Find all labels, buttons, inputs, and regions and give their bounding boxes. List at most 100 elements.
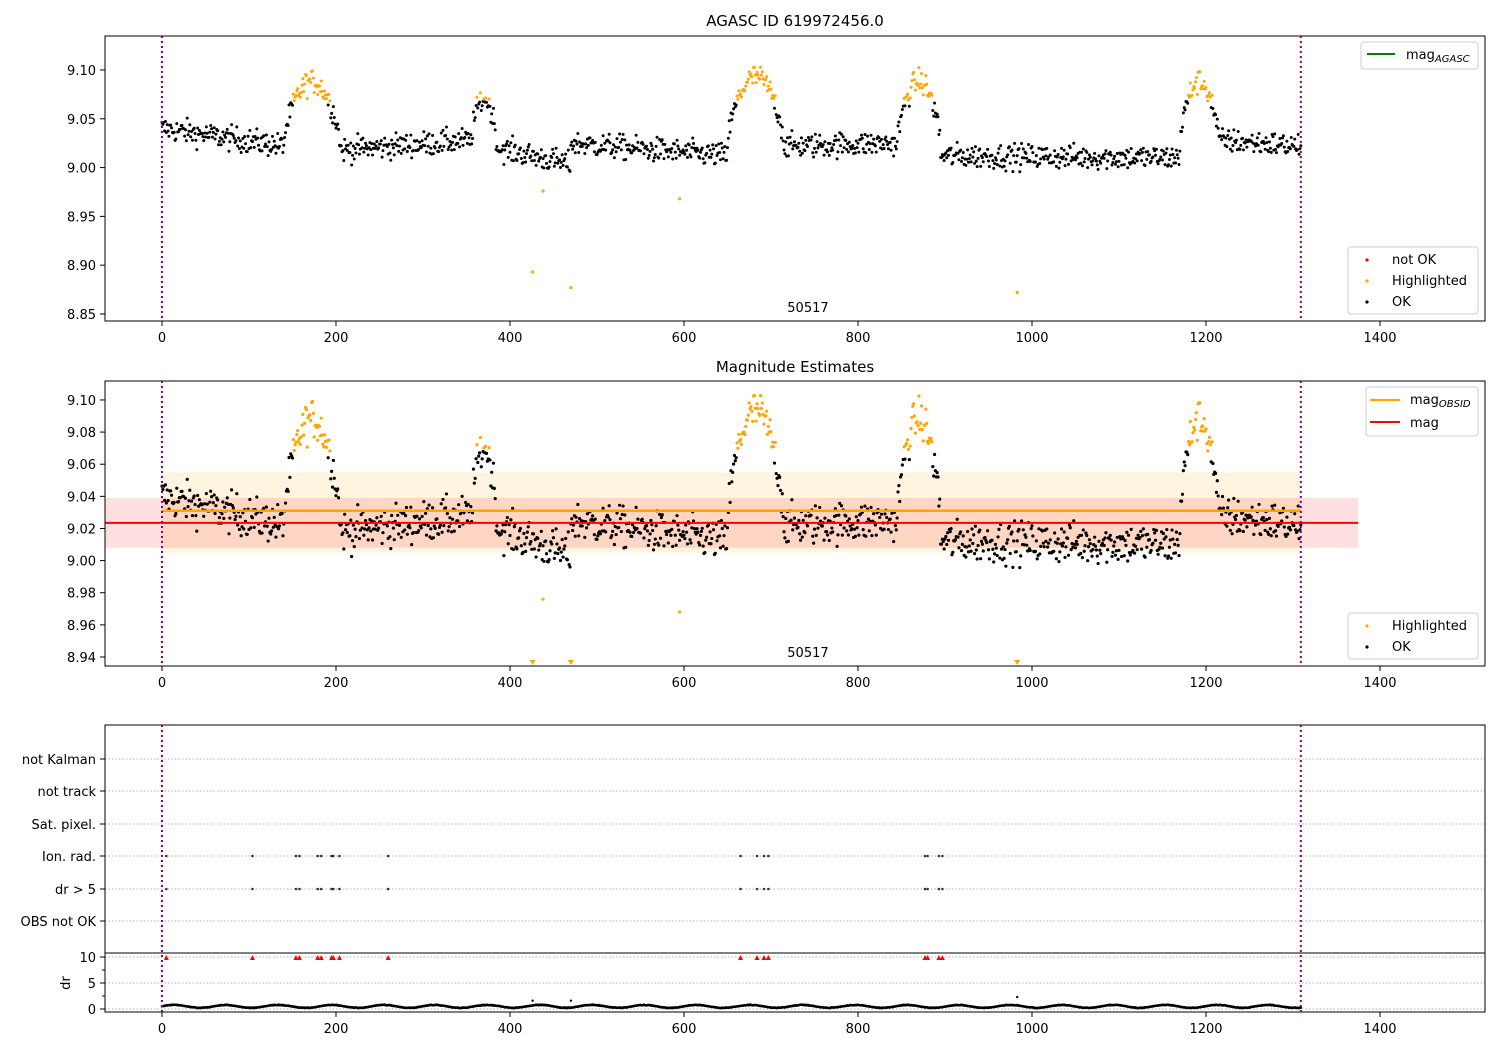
ok-point xyxy=(538,542,543,546)
flag-point xyxy=(923,887,927,891)
ok-point xyxy=(1090,163,1094,167)
ok-point xyxy=(1105,167,1109,171)
ok-point xyxy=(1273,132,1277,136)
ok-point xyxy=(790,498,794,502)
ok-point xyxy=(1165,527,1169,532)
highlighted-point xyxy=(311,411,315,415)
highlighted-point xyxy=(312,90,316,94)
ok-point xyxy=(1156,552,1160,556)
ok-point xyxy=(1273,503,1277,507)
ok-point xyxy=(1124,156,1128,160)
ok-point xyxy=(1158,545,1162,549)
flag-point xyxy=(386,887,390,891)
ok-point xyxy=(235,125,239,129)
ok-point xyxy=(388,535,392,539)
ok-point xyxy=(460,494,464,498)
ok-point xyxy=(612,542,616,547)
highlighted-point xyxy=(749,405,753,409)
ok-point xyxy=(953,538,958,542)
ok-point xyxy=(778,115,782,119)
ok-point xyxy=(1052,549,1056,553)
ok-point xyxy=(364,141,368,145)
ok-point xyxy=(867,529,871,533)
y-tick-label: 8.94 xyxy=(67,651,96,666)
highlighted-point xyxy=(917,394,921,398)
ok-point xyxy=(493,128,497,132)
highlighted-point xyxy=(743,432,747,437)
highlighted-point xyxy=(762,422,766,426)
ok-point xyxy=(427,503,431,507)
highlighted-point xyxy=(925,421,929,425)
highlighted-point xyxy=(736,446,740,450)
ok-point xyxy=(1080,150,1084,154)
ok-point xyxy=(1221,127,1225,131)
highlighted-point xyxy=(301,77,305,81)
ok-point xyxy=(381,149,385,153)
ok-point xyxy=(618,503,622,507)
ok-point xyxy=(1265,517,1269,522)
highlighted-point xyxy=(758,393,763,398)
ok-point xyxy=(397,149,401,153)
ok-point xyxy=(1027,143,1031,147)
ok-point xyxy=(788,135,792,139)
ok-point xyxy=(949,146,953,150)
ok-point xyxy=(1035,557,1039,561)
ok-point xyxy=(591,514,595,518)
ok-point xyxy=(698,533,703,537)
ok-point xyxy=(257,143,261,147)
ok-point xyxy=(823,140,827,144)
ok-point xyxy=(1236,499,1240,503)
ok-point xyxy=(965,157,969,161)
ok-point xyxy=(552,556,556,560)
ok-point xyxy=(1125,530,1129,534)
legend-label: Highlighted xyxy=(1392,619,1467,634)
ok-point xyxy=(784,516,788,521)
flag-point xyxy=(294,854,298,858)
ok-point xyxy=(573,151,577,155)
ok-point xyxy=(1060,544,1065,548)
ok-point xyxy=(809,513,813,517)
plot-frame xyxy=(104,952,1486,1013)
ok-point xyxy=(466,502,470,507)
highlighted-point xyxy=(743,89,747,93)
ok-point xyxy=(349,518,353,522)
ok-point xyxy=(518,146,522,150)
ok-point xyxy=(484,100,488,104)
ok-point xyxy=(813,504,817,508)
ok-point xyxy=(664,532,669,537)
ok-point xyxy=(645,144,649,148)
ok-point xyxy=(1216,494,1220,498)
ok-point xyxy=(642,152,646,156)
ok-point xyxy=(457,524,462,529)
ok-point xyxy=(1286,149,1290,153)
ok-point xyxy=(1133,544,1138,548)
ok-point xyxy=(631,530,636,535)
ok-point xyxy=(973,524,978,528)
ok-point xyxy=(190,129,194,133)
ok-point xyxy=(405,532,409,536)
ok-point xyxy=(559,550,563,554)
ok-point xyxy=(1080,555,1085,560)
y-tick-label: 8.98 xyxy=(67,587,96,602)
highlighted-point xyxy=(328,99,332,103)
axes: 8.948.968.989.009.029.049.069.089.100 200… xyxy=(67,394,1396,691)
ok-point xyxy=(1103,536,1107,540)
ok-point xyxy=(697,540,701,545)
ok-point xyxy=(791,528,795,532)
ok-point xyxy=(364,144,368,148)
highlighted-point xyxy=(320,89,324,93)
ok-point xyxy=(1003,159,1007,163)
ok-point xyxy=(1214,113,1218,117)
ok-point xyxy=(1253,523,1258,527)
ok-point xyxy=(781,514,785,519)
highlighted-point xyxy=(1188,419,1192,424)
ok-point xyxy=(966,550,971,554)
ok-point xyxy=(859,505,864,509)
highlighted-point xyxy=(295,432,299,437)
clipped-dr-marker xyxy=(249,955,255,960)
ok-point xyxy=(1269,150,1273,154)
ok-point xyxy=(433,526,437,530)
ok-point xyxy=(618,132,622,136)
ok-point xyxy=(825,533,830,537)
